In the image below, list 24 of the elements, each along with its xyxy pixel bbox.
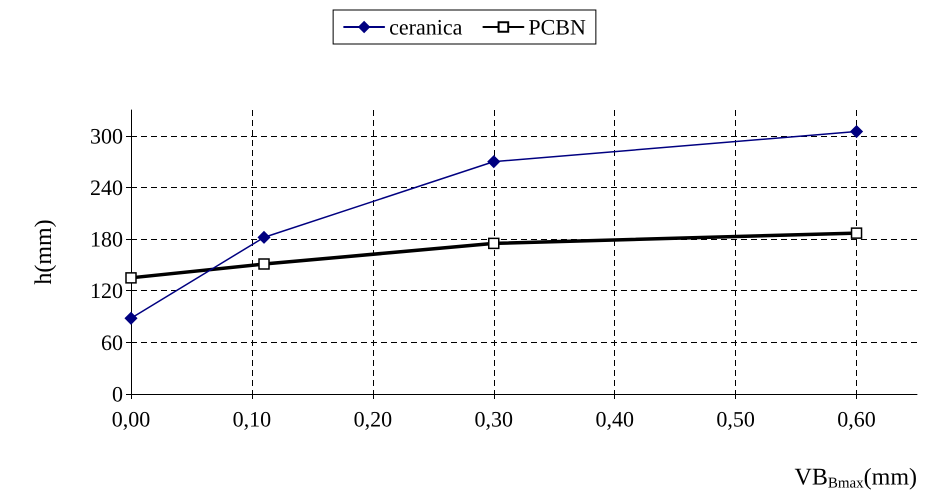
point [488,155,500,168]
x-tick-label: 0,40 [595,406,634,432]
x-tick-label: 0,60 [837,406,876,432]
point [258,258,270,270]
point [258,231,270,244]
point [125,272,137,284]
point [488,238,500,250]
point [850,227,862,239]
x-tick-label: 0,50 [716,406,755,432]
x-tick-label: 0,00 [112,406,150,432]
legend-label: PCBN [528,14,586,40]
x-tick-label: 0,20 [354,406,392,432]
y-tick-label: 300 [90,123,123,148]
y-tick-label: 0 [112,382,123,406]
y-tick-label: 240 [90,174,123,200]
legend-label: ceranica [389,14,463,40]
x-tick-label: 0,30 [474,406,514,432]
y-tick-label: 120 [90,278,123,304]
y-axis-title: h(mm) [31,219,57,285]
point [850,125,863,138]
y-tick-label: 60 [101,330,123,355]
x-tick-label: 0,10 [232,406,272,432]
y-tick-label: 180 [90,226,123,252]
point [124,312,138,325]
